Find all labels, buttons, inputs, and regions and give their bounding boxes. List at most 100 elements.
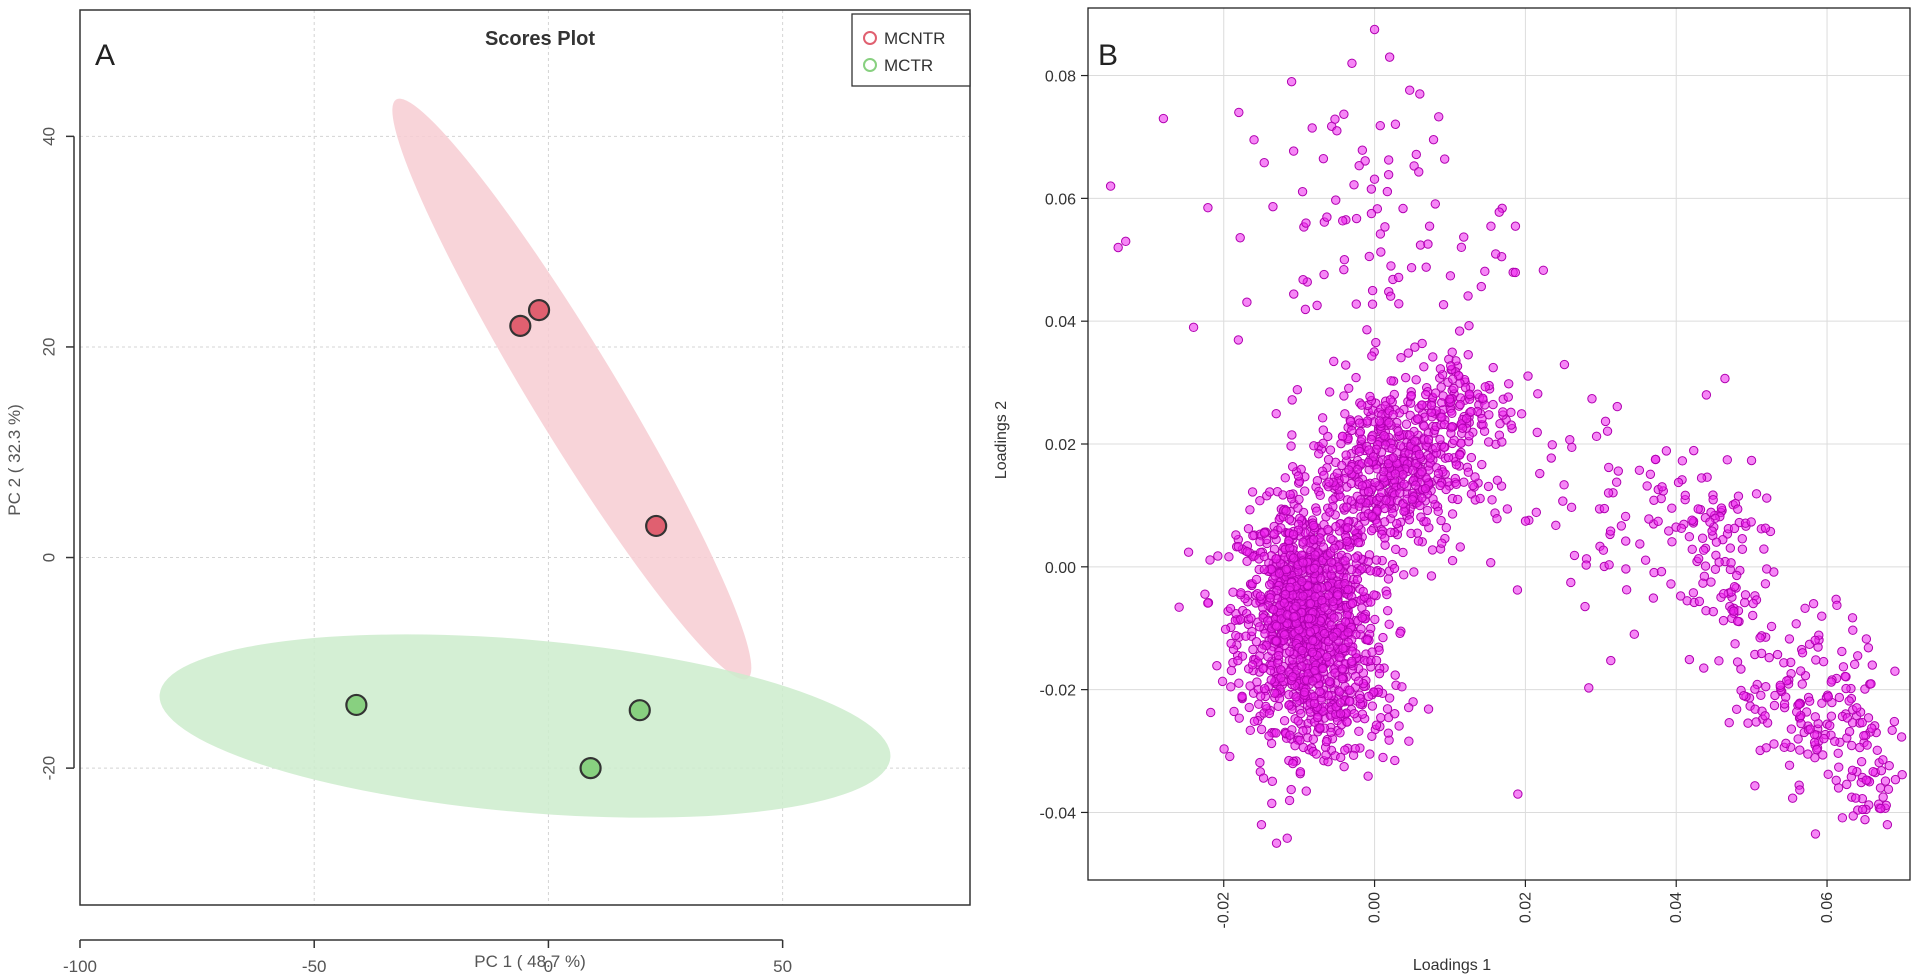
loading-point <box>1285 730 1295 740</box>
loading-point <box>1260 629 1270 639</box>
y-tick-label: 0.04 <box>1045 314 1076 331</box>
loading-point <box>1322 212 1332 222</box>
loading-point <box>1286 76 1297 87</box>
loading-point <box>1818 656 1829 667</box>
loading-point <box>1264 487 1275 497</box>
loading-point <box>1840 671 1850 682</box>
loading-point <box>1370 478 1380 488</box>
loading-point <box>1796 718 1806 729</box>
confidence-ellipse-mcntr <box>392 98 752 680</box>
loading-point <box>1417 338 1427 349</box>
loading-point <box>1733 504 1743 514</box>
loading-point <box>1613 466 1623 476</box>
loading-point <box>1343 627 1353 638</box>
legend-label-mcntr: MCNTR <box>884 29 945 48</box>
loading-point <box>1687 515 1697 525</box>
loading-point <box>1256 820 1267 830</box>
loading-point <box>1285 582 1295 593</box>
loading-point <box>1242 547 1252 557</box>
loading-point <box>1748 598 1758 609</box>
loading-point <box>1188 322 1199 333</box>
loading-point <box>1878 792 1888 802</box>
loading-point <box>1466 406 1476 417</box>
loading-point <box>1324 387 1335 397</box>
loading-point <box>1567 442 1577 453</box>
loading-point <box>1340 409 1350 419</box>
loading-point <box>1868 767 1878 777</box>
loading-point <box>1466 452 1477 463</box>
loading-point <box>1310 550 1320 560</box>
loading-point <box>1492 513 1502 524</box>
loading-point <box>1852 651 1863 661</box>
loading-point <box>1664 526 1674 536</box>
loading-point <box>1830 736 1840 747</box>
loading-point <box>1366 184 1377 194</box>
data-point-mctr <box>345 693 368 717</box>
loading-point <box>1374 416 1385 426</box>
loading-point <box>1264 708 1275 719</box>
loading-point <box>1365 566 1376 576</box>
loading-point <box>1445 271 1456 281</box>
loading-point <box>1621 536 1631 546</box>
loading-point <box>1897 770 1907 780</box>
loading-point <box>1269 529 1279 539</box>
x-tick-label: 0.00 <box>1367 892 1384 923</box>
legend-marker-mctr <box>863 58 877 72</box>
loading-point <box>1867 660 1877 670</box>
loading-point <box>1326 727 1336 737</box>
loading-point <box>1551 520 1561 531</box>
loading-point <box>1265 665 1276 676</box>
loading-point <box>1339 391 1349 401</box>
loading-point <box>1423 704 1434 714</box>
loading-point <box>1242 297 1252 307</box>
loading-point <box>1113 242 1123 253</box>
loading-point <box>1851 793 1861 803</box>
loading-point <box>1315 490 1325 501</box>
loading-point <box>1309 441 1319 451</box>
loading-point <box>1301 786 1311 796</box>
loading-point <box>1255 537 1265 547</box>
loading-point <box>1787 793 1798 803</box>
loading-point <box>1580 601 1590 612</box>
loading-point <box>1510 221 1521 231</box>
loading-point <box>1844 726 1855 737</box>
loading-point <box>1376 712 1386 723</box>
loading-point <box>1333 590 1343 600</box>
loading-point <box>1487 495 1497 505</box>
loading-point <box>1312 475 1323 486</box>
loading-point <box>1332 126 1342 136</box>
loading-point <box>1308 734 1319 744</box>
loading-point <box>1290 741 1300 751</box>
loading-point <box>1490 249 1501 259</box>
loading-point <box>1675 591 1686 601</box>
loading-point <box>1488 399 1498 410</box>
loading-point <box>1837 813 1848 823</box>
data-point-mctr <box>579 757 602 780</box>
loading-point <box>1121 236 1131 247</box>
loading-point <box>1317 413 1328 423</box>
loading-point <box>1430 388 1441 398</box>
loading-point <box>1357 612 1367 623</box>
loading-point <box>1810 712 1820 722</box>
loading-point <box>1231 530 1241 540</box>
loading-point <box>1492 475 1503 486</box>
loading-point <box>1848 811 1858 821</box>
loading-point <box>1342 502 1352 512</box>
loading-point <box>1377 487 1387 498</box>
loading-point <box>1158 113 1169 124</box>
loading-point <box>1268 604 1279 615</box>
loading-point <box>1318 153 1329 164</box>
loading-point <box>1837 646 1847 657</box>
loading-point <box>1219 744 1229 754</box>
loading-point <box>1746 517 1756 527</box>
loading-point <box>1309 698 1320 709</box>
loading-point <box>1634 465 1645 475</box>
loading-point <box>1449 383 1459 394</box>
loading-point <box>1857 717 1867 728</box>
loading-point <box>1404 736 1414 746</box>
loading-point <box>1349 180 1359 190</box>
loading-point <box>1841 683 1851 694</box>
loading-point <box>1341 360 1351 370</box>
loading-point <box>1396 353 1406 363</box>
loading-point <box>1351 213 1362 224</box>
